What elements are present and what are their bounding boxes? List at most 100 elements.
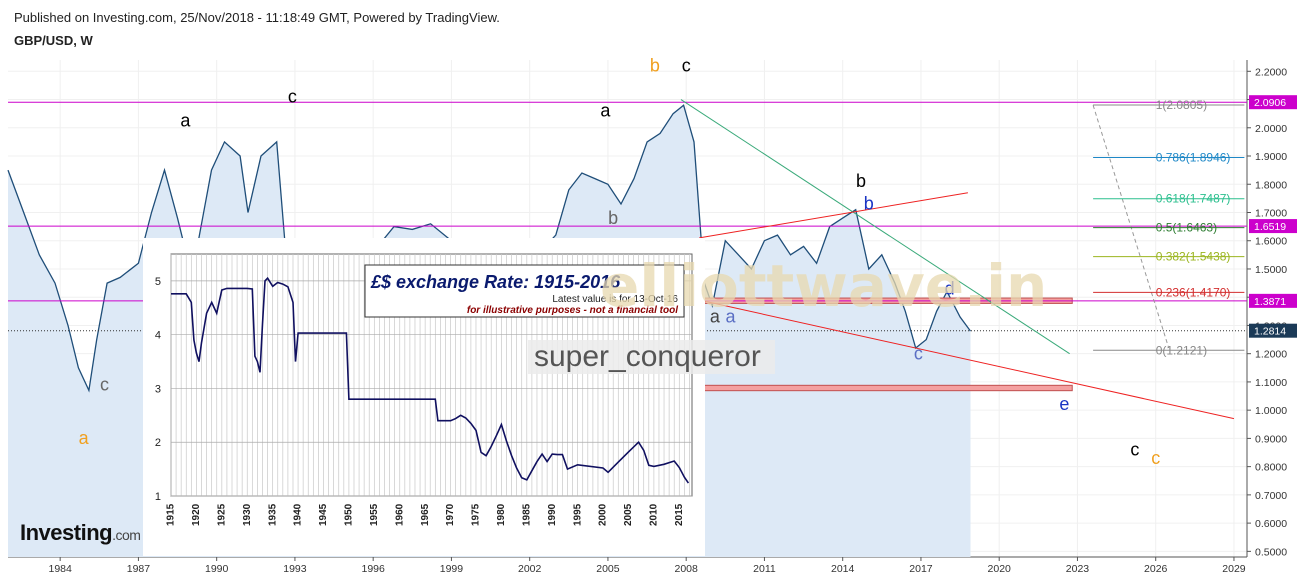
y-tick-label: 0.8000 [1255, 462, 1287, 474]
fib-level-label: 0.382(1.5438) [1156, 250, 1231, 264]
symbol-title: GBP/USD, W [14, 33, 93, 48]
inset-x-tick-label: 1995 [572, 503, 583, 526]
level-badge [1249, 323, 1297, 338]
watermark-brand: elliottwave.in [600, 252, 1047, 320]
x-tick-label: 1984 [48, 563, 72, 575]
wave-label: a [180, 110, 191, 130]
inset-x-tick-label: 1975 [471, 503, 482, 526]
y-tick-label: 0.9000 [1255, 433, 1287, 445]
x-tick-label: 2008 [675, 563, 699, 575]
wave-label: e [1059, 394, 1069, 414]
fib-level-label: 0.236(1.4170) [1156, 285, 1231, 299]
wave-label: a [600, 100, 611, 120]
level-badge [1249, 95, 1297, 110]
y-tick-label: 2.0000 [1255, 123, 1287, 135]
y-tick-label: 1.5000 [1255, 264, 1287, 276]
watermark-username: super_conqueror [528, 340, 775, 374]
y-tick-label: 1.2000 [1255, 349, 1287, 361]
trendline [1092, 105, 1170, 349]
inset-x-tick-label: 1930 [242, 503, 253, 526]
level-badge-label: 2.0906 [1254, 97, 1286, 109]
x-tick-label: 2011 [753, 563, 776, 575]
wave-label: a [79, 428, 90, 448]
y-axis: 2.20002.10002.00001.90001.80001.70001.60… [1247, 66, 1297, 558]
inset-note: for illustrative purposes - not a financ… [467, 305, 678, 316]
x-tick-label: 2026 [1144, 563, 1168, 575]
inset-x-tick-label: 1970 [445, 503, 456, 526]
trendlines [680, 99, 1235, 420]
inset-title: £$ exchange Rate: 1915-2016 [370, 272, 621, 292]
fibonacci-levels: 1(2.0805) 0.786(1.8946) 0.618(1.7487) 0.5(1… [1093, 98, 1245, 357]
x-tick-label: 1990 [205, 563, 229, 575]
wave-label: c [1130, 439, 1139, 459]
inset-x-tick-label: 1990 [547, 503, 558, 526]
y-tick-label: 2.2000 [1255, 66, 1287, 78]
wave-label: b [856, 171, 866, 191]
x-tick-label: 1987 [127, 563, 151, 575]
inset-x-tick-label: 1935 [267, 503, 278, 526]
level-badge [1249, 293, 1297, 308]
wave-label: c [682, 55, 691, 75]
investing-logo: Investing.com [20, 520, 141, 546]
x-tick-label: 2005 [596, 563, 620, 575]
inset-axes: 1 2 3 4 5 1915 1920 1925 1930 1935 1940 1945 1950 195… [155, 276, 685, 526]
target-zone [698, 384, 1073, 392]
fib-level-label: 1(2.0805) [1156, 98, 1207, 112]
inset-x-tick-label: 1940 [293, 503, 304, 526]
x-tick-label: 2029 [1222, 563, 1246, 575]
y-tick-label: 1.7000 [1255, 207, 1287, 219]
inset-chart: 1 2 3 4 5 1915 1920 1925 1930 1935 1940 1945 1950 195… [155, 253, 693, 526]
trendline [699, 192, 968, 239]
inset-x-tick-label: 2000 [598, 503, 609, 526]
x-axis: 1984 1987 1990 1993 1996 1999 2002 2005 2008 2011… [48, 557, 1246, 575]
trendline [699, 299, 1235, 420]
inset-y-tick-label: 1 [155, 491, 161, 503]
wave-label: c [288, 86, 297, 106]
y-tick-label: 1.6000 [1255, 236, 1287, 248]
wave-label: b [864, 194, 874, 214]
wave-label: a [710, 307, 721, 327]
wave-label: c [1151, 448, 1160, 468]
inset-x-tick-label: 1980 [496, 503, 507, 526]
inset-x-tick-label: 1955 [369, 503, 380, 526]
trendline [680, 99, 1070, 355]
x-tick-label: 2014 [831, 563, 855, 575]
inset-x-tick-label: 1960 [394, 503, 405, 526]
published-header: Published on Investing.com, 25/Nov/2018 … [14, 10, 500, 25]
logo-brand: Investing [20, 520, 113, 545]
x-tick-label: 2017 [909, 563, 933, 575]
inset-y-tick-label: 5 [155, 276, 161, 288]
inset-x-tick-label: 1950 [344, 503, 355, 526]
inset-x-tick-label: 1920 [191, 503, 202, 526]
inset-x-tick-label: 1925 [216, 503, 227, 526]
wave-label: b [650, 55, 660, 75]
inset-x-tick-label: 1985 [521, 503, 532, 526]
x-tick-label: 1993 [283, 563, 307, 575]
wave-label: b [608, 208, 618, 228]
inset-series [171, 276, 690, 484]
fib-level-label: 0.5(1.6463) [1156, 221, 1217, 235]
level-badge-label: 1.3871 [1254, 296, 1286, 308]
inset-x-tick-label: 1915 [166, 503, 177, 526]
inset-title-frame [364, 264, 685, 318]
y-tick-label: 0.5000 [1255, 546, 1287, 558]
x-tick-label: 2002 [518, 563, 542, 575]
inset-x-tick-label: 2010 [649, 503, 660, 526]
fib-level-label: 0.618(1.7487) [1156, 192, 1231, 206]
level-badge-label: 1.2814 [1254, 326, 1286, 338]
inset-y-tick-label: 3 [155, 383, 161, 395]
x-tick-label: 2020 [988, 563, 1012, 575]
wave-label: c [100, 374, 109, 394]
y-tick-label: 1.8000 [1255, 179, 1287, 191]
x-tick-label: 2023 [1066, 563, 1090, 575]
inset-y-tick-label: 4 [155, 330, 161, 342]
inset-x-tick-label: 2015 [674, 503, 685, 526]
inset-y-tick-label: 2 [155, 437, 161, 449]
x-tick-label: 1999 [440, 563, 464, 575]
fib-level-label: 0.786(1.8946) [1156, 151, 1231, 165]
inset-title-box: £$ exchange Rate: 1915-2016 Latest value … [364, 264, 685, 318]
watermark-text: elliottwave.in [600, 252, 1048, 320]
y-tick-label: 1.1000 [1255, 377, 1287, 389]
inset-series-line [171, 276, 690, 484]
